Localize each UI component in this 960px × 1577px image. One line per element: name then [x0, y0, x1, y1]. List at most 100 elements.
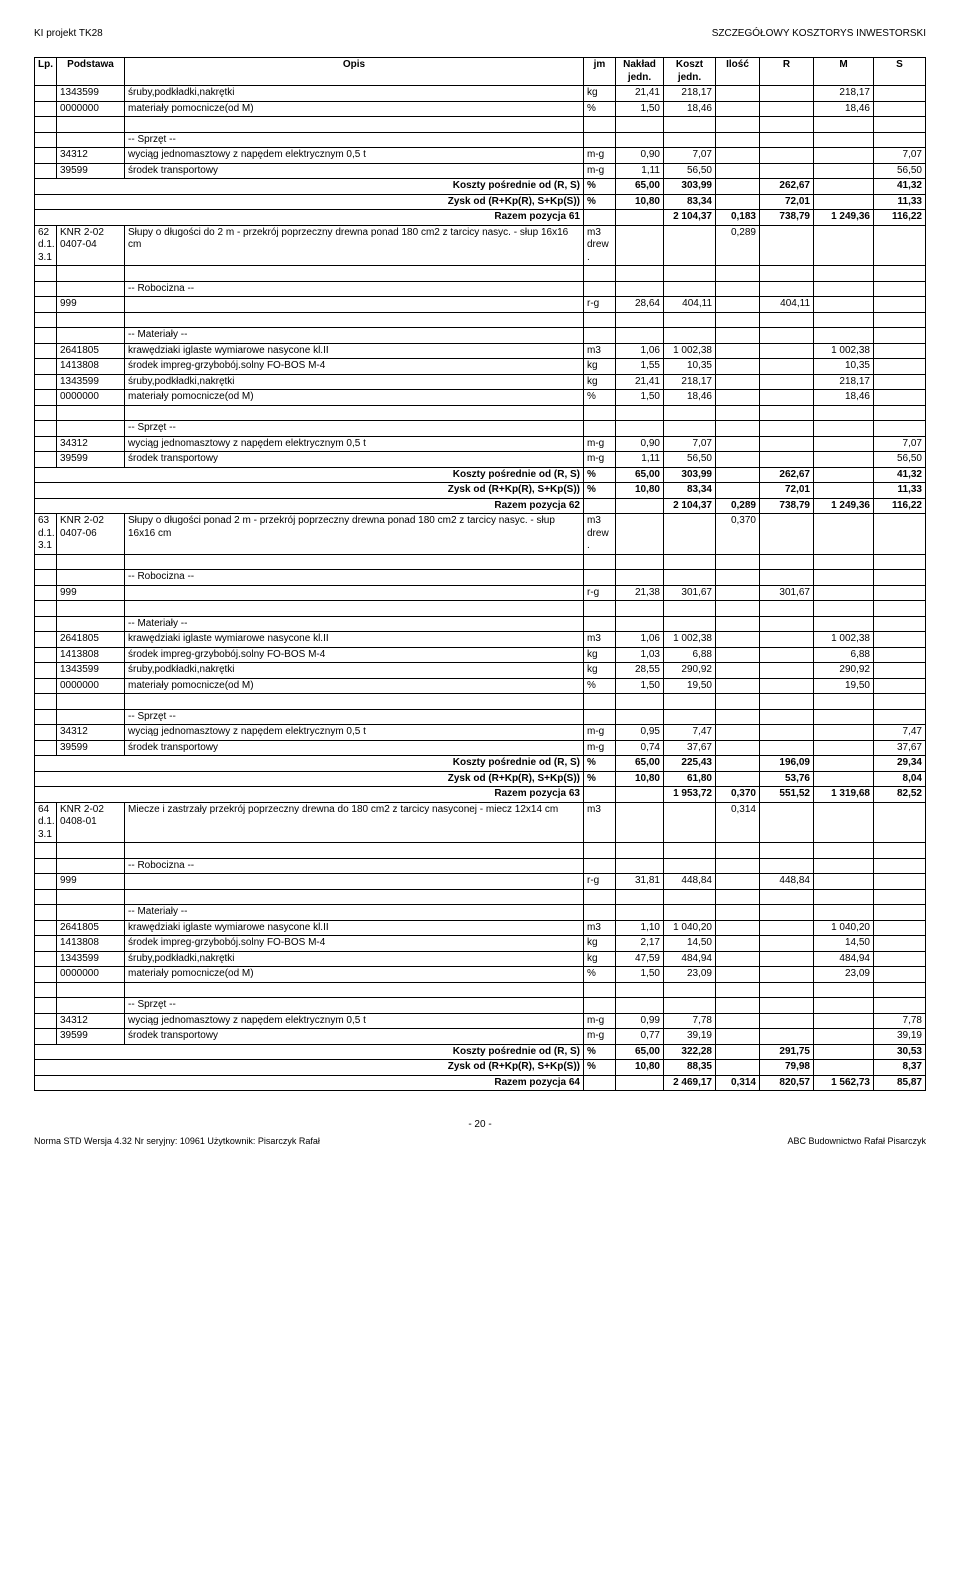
- cell-podstawa: 34312: [57, 148, 125, 164]
- cell-podstawa: 39599: [57, 163, 125, 179]
- section-label-text: -- Robocizna --: [125, 858, 584, 874]
- section-label: -- Sprzęt --: [35, 132, 926, 148]
- table-row: 39599środek transportowym-g0,7739,1939,1…: [35, 1029, 926, 1045]
- cell-podstawa: 2641805: [57, 632, 125, 648]
- table-row: 1343599śruby,podkładki,nakrętkikg47,5948…: [35, 951, 926, 967]
- spacer-row: [35, 843, 926, 859]
- section-label-text: -- Sprzęt --: [125, 998, 584, 1014]
- cell-podstawa: 34312: [57, 725, 125, 741]
- section-label-text: -- Materiały --: [125, 328, 584, 344]
- table-row: 2641805krawędziaki iglaste wymiarowe nas…: [35, 343, 926, 359]
- cell-podstawa: 0000000: [57, 967, 125, 983]
- section-label: -- Materiały --: [35, 905, 926, 921]
- col-m: M: [814, 58, 874, 86]
- cell-podstawa: 1343599: [57, 86, 125, 102]
- cell-opis: Miecze i zastrzały przekrój poprzeczny d…: [125, 802, 584, 843]
- section-label: -- Sprzęt --: [35, 421, 926, 437]
- cell-opis: [125, 874, 584, 890]
- cell-opis: wyciąg jednomasztowy z napędem elektrycz…: [125, 725, 584, 741]
- summary-label: Koszty pośrednie od (R, S): [35, 1044, 584, 1060]
- cell-podstawa: 39599: [57, 1029, 125, 1045]
- col-koszt: Koszt jedn.: [664, 58, 716, 86]
- summary-label: Razem pozycja 63: [35, 787, 584, 803]
- summary-label: Zysk od (R+Kp(R), S+Kp(S)): [35, 194, 584, 210]
- cell-opis: środek impreg-grzybobój.solny FO-BOS M-4: [125, 359, 584, 375]
- cell-podstawa: 1343599: [57, 951, 125, 967]
- cell-opis: środek impreg-grzybobój.solny FO-BOS M-4: [125, 936, 584, 952]
- summary-label: Zysk od (R+Kp(R), S+Kp(S)): [35, 771, 584, 787]
- table-row: 34312wyciąg jednomasztowy z napędem elek…: [35, 1013, 926, 1029]
- cell-podstawa: 39599: [57, 452, 125, 468]
- summary-label: Koszty pośrednie od (R, S): [35, 467, 584, 483]
- cell-podstawa: 0000000: [57, 678, 125, 694]
- col-jm: jm: [584, 58, 616, 86]
- table-row: 0000000materiały pomocnicze(od M)%1,5018…: [35, 101, 926, 117]
- table-row: 999r-g31,81448,84448,84: [35, 874, 926, 890]
- cell-podstawa: 999: [57, 874, 125, 890]
- summary-row: Zysk od (R+Kp(R), S+Kp(S))%10,8061,8053,…: [35, 771, 926, 787]
- table-row: 1343599śruby,podkładki,nakrętkikg21,4121…: [35, 86, 926, 102]
- table-row: 999r-g28,64404,11404,11: [35, 297, 926, 313]
- spacer-row: [35, 601, 926, 617]
- cell-jm: m3: [584, 802, 616, 843]
- table-row: 999r-g21,38301,67301,67: [35, 585, 926, 601]
- cell-opis: wyciąg jednomasztowy z napędem elektrycz…: [125, 1013, 584, 1029]
- page-header: KI projekt TK28 SZCZEGÓŁOWY KOSZTORYS IN…: [34, 28, 926, 39]
- spacer-row: [35, 889, 926, 905]
- cell-opis: środek transportowy: [125, 1029, 584, 1045]
- summary-label: Koszty pośrednie od (R, S): [35, 179, 584, 195]
- summary-row: Koszty pośrednie od (R, S)%65,00322,2829…: [35, 1044, 926, 1060]
- cell-podstawa: 1413808: [57, 647, 125, 663]
- cell-opis: materiały pomocnicze(od M): [125, 967, 584, 983]
- cell-opis: [125, 297, 584, 313]
- table-row: 1343599śruby,podkładki,nakrętkikg21,4121…: [35, 374, 926, 390]
- table-row: 1413808środek impreg-grzybobój.solny FO-…: [35, 647, 926, 663]
- cell-opis: wyciąg jednomasztowy z napędem elektrycz…: [125, 148, 584, 164]
- table-row: 1413808środek impreg-grzybobój.solny FO-…: [35, 936, 926, 952]
- summary-row: Zysk od (R+Kp(R), S+Kp(S))%10,8083,3472,…: [35, 194, 926, 210]
- cost-table: Lp. Podstawa Opis jm Nakład jedn. Koszt …: [34, 57, 926, 1091]
- cell-opis: materiały pomocnicze(od M): [125, 678, 584, 694]
- section-label-text: -- Robocizna --: [125, 570, 584, 586]
- section-label-text: -- Robocizna --: [125, 281, 584, 297]
- cell-podstawa: KNR 2-02 0408-01: [57, 802, 125, 843]
- cell-podstawa: KNR 2-02 0407-06: [57, 514, 125, 555]
- summary-label: Razem pozycja 61: [35, 210, 584, 226]
- section-label-text: -- Sprzęt --: [125, 132, 584, 148]
- table-row: 39599środek transportowym-g1,1156,5056,5…: [35, 163, 926, 179]
- cell-opis: środek transportowy: [125, 452, 584, 468]
- spacer-row: [35, 554, 926, 570]
- cell-opis: materiały pomocnicze(od M): [125, 390, 584, 406]
- header-right: SZCZEGÓŁOWY KOSZTORYS INWESTORSKI: [712, 28, 926, 39]
- summary-row: Razem pozycja 631 953,720,370551,521 319…: [35, 787, 926, 803]
- col-naklad: Nakład jedn.: [616, 58, 664, 86]
- summary-label: Zysk od (R+Kp(R), S+Kp(S)): [35, 1060, 584, 1076]
- table-header: Lp. Podstawa Opis jm Nakład jedn. Koszt …: [35, 58, 926, 86]
- summary-label: Razem pozycja 62: [35, 498, 584, 514]
- table-row: 0000000materiały pomocnicze(od M)%1,5023…: [35, 967, 926, 983]
- summary-label: Koszty pośrednie od (R, S): [35, 756, 584, 772]
- cell-opis: [125, 585, 584, 601]
- cell-podstawa: 39599: [57, 740, 125, 756]
- cell-jm: m3 drew .: [584, 514, 616, 555]
- cell-jm: m3 drew .: [584, 225, 616, 266]
- col-r: R: [760, 58, 814, 86]
- table-row: 39599środek transportowym-g1,1156,5056,5…: [35, 452, 926, 468]
- cell-podstawa: 34312: [57, 1013, 125, 1029]
- cell-podstawa: 1413808: [57, 359, 125, 375]
- section-label-text: -- Materiały --: [125, 905, 584, 921]
- summary-row: Zysk od (R+Kp(R), S+Kp(S))%10,8088,3579,…: [35, 1060, 926, 1076]
- section-label-text: -- Sprzęt --: [125, 709, 584, 725]
- section-label: -- Materiały --: [35, 328, 926, 344]
- summary-row: Razem pozycja 642 469,170,314820,571 562…: [35, 1075, 926, 1091]
- position-lead: 62 d.1. 3.1KNR 2-02 0407-04Słupy o długo…: [35, 225, 926, 266]
- cell-lp: 63 d.1. 3.1: [35, 514, 57, 555]
- cell-opis: śruby,podkładki,nakrętki: [125, 374, 584, 390]
- cell-podstawa: 0000000: [57, 390, 125, 406]
- summary-row: Razem pozycja 622 104,370,289738,791 249…: [35, 498, 926, 514]
- section-label: -- Robocizna --: [35, 858, 926, 874]
- position-lead: 63 d.1. 3.1KNR 2-02 0407-06Słupy o długo…: [35, 514, 926, 555]
- header-left: KI projekt TK28: [34, 28, 103, 39]
- summary-label: Razem pozycja 64: [35, 1075, 584, 1091]
- spacer-row: [35, 266, 926, 282]
